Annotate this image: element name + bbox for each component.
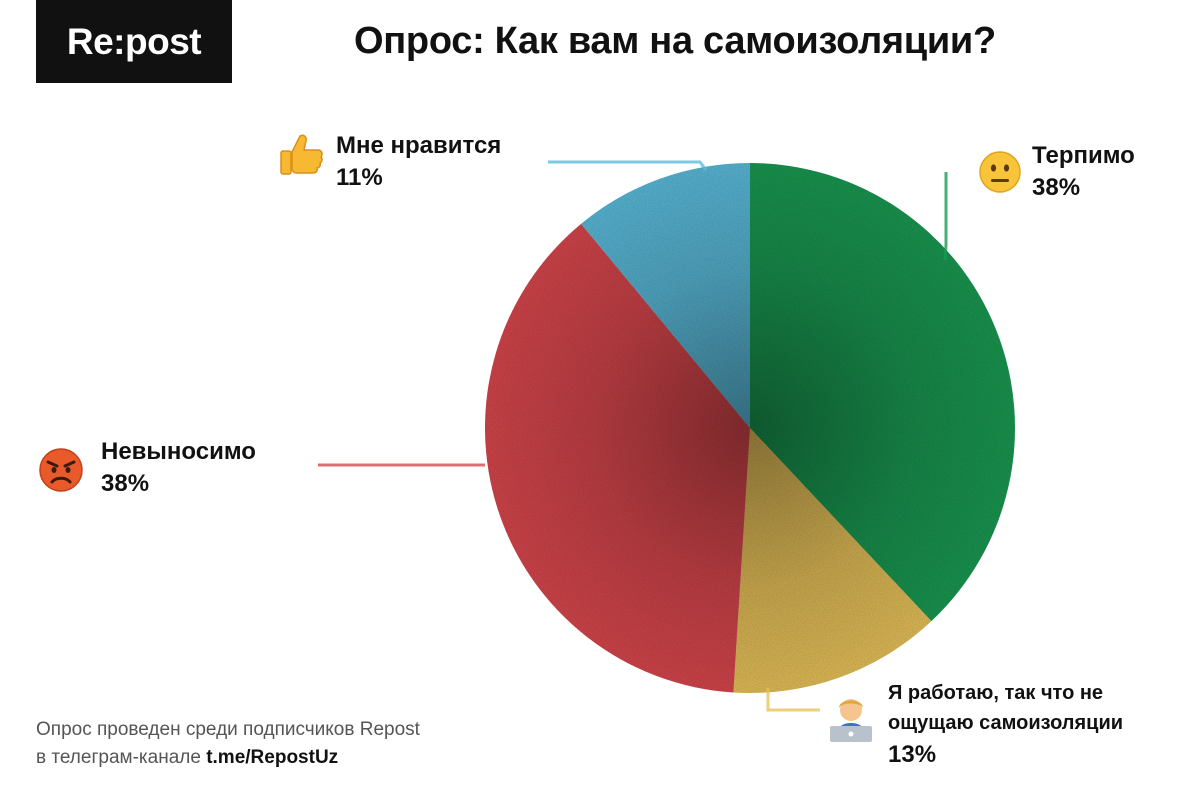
- slice-name-line-2: ощущаю самоизоляции: [888, 712, 1124, 734]
- slice-label-terpimo: Терпимо 38%: [1032, 140, 1135, 204]
- leader-line-terpimo: [943, 172, 948, 261]
- slice-label-nravitsya: Мне нравится 11%: [336, 130, 501, 194]
- pie-grain: [485, 163, 1015, 693]
- slice-percent: 38%: [1032, 174, 1081, 201]
- telegram-channel-link[interactable]: t.me/RepostUz: [206, 747, 339, 768]
- angry-face-icon: [38, 447, 84, 498]
- slice-percent: 13%: [888, 741, 937, 768]
- slice-name-line-1: Я работаю, так что не: [888, 682, 1104, 704]
- repost-logo: Re:post: [36, 0, 232, 83]
- footnote-prefix: в телеграм-канале: [36, 747, 207, 768]
- technologist-icon: [826, 690, 876, 747]
- slice-label-rabotayu: Я работаю, так что не ощущаю самоизоляци…: [888, 678, 1123, 772]
- neutral-face-icon: [978, 150, 1022, 199]
- slice-label-nevynosimo: Невыносимо 38%: [101, 436, 256, 500]
- thumbs-up-icon: [278, 132, 324, 185]
- footnote-line-1: Опрос проведен среди подписчиков Repost: [36, 719, 420, 740]
- survey-footnote: Опрос проведен среди подписчиков Repost …: [36, 716, 420, 772]
- slice-percent: 38%: [101, 470, 150, 497]
- slice-name: Мне нравится: [336, 132, 502, 159]
- leader-line-nravitsya: [548, 160, 708, 171]
- leader-line-rabotayu: [766, 688, 820, 712]
- footnote-line-2: в телеграм-канале t.me/RepostUz: [36, 744, 420, 772]
- slice-name: Невыносимо: [101, 438, 256, 465]
- chart-title: Опрос: Как вам на самоизоляции?: [354, 20, 996, 62]
- slice-name: Терпимо: [1032, 142, 1135, 169]
- slice-percent: 11%: [336, 164, 383, 191]
